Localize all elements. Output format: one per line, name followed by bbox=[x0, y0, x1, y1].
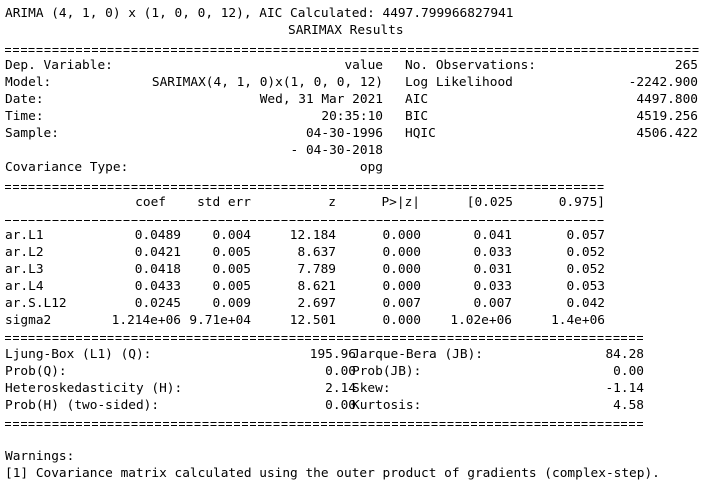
summary-label: Model: bbox=[5, 75, 52, 90]
column-header: [0.025 bbox=[466, 195, 513, 210]
summary-value: opg bbox=[359, 160, 383, 175]
diag-label: Skew: bbox=[352, 381, 391, 396]
summary-value: Wed, 31 Mar 2021 bbox=[259, 92, 383, 107]
cell: 0.000 bbox=[382, 313, 421, 328]
cell: 0.053 bbox=[566, 279, 605, 294]
cell: 0.009 bbox=[212, 296, 251, 311]
cell: 0.0245 bbox=[134, 296, 181, 311]
diag-value: -1.14 bbox=[605, 381, 644, 396]
stat-label: BIC bbox=[405, 109, 429, 124]
cell: 0.000 bbox=[382, 245, 421, 260]
cell: 8.621 bbox=[297, 279, 336, 294]
cell: 0.033 bbox=[473, 279, 512, 294]
summary-label: Time: bbox=[5, 109, 44, 124]
cell: 0.041 bbox=[473, 228, 512, 243]
header-line: ARIMA (4, 1, 0) x (1, 0, 0, 12), AIC Cal… bbox=[5, 6, 514, 21]
summary-label: Dep. Variable: bbox=[5, 58, 113, 73]
cell: 0.007 bbox=[382, 296, 421, 311]
summary-value: - 04-30-2018 bbox=[290, 143, 383, 158]
diag-value: 4.58 bbox=[613, 398, 644, 413]
cell: 7.789 bbox=[297, 262, 336, 277]
summary-value: value bbox=[344, 58, 383, 73]
row-name: ar.L2 bbox=[5, 245, 44, 260]
cell: 0.042 bbox=[566, 296, 605, 311]
diag-label: Ljung-Box (L1) (Q): bbox=[5, 347, 152, 362]
stat-value: 265 bbox=[674, 58, 698, 73]
row-name: sigma2 bbox=[5, 313, 52, 328]
cell: 0.0489 bbox=[134, 228, 181, 243]
diag-label: Prob(H) (two-sided): bbox=[5, 398, 160, 413]
diag-label: Heteroskedasticity (H): bbox=[5, 381, 183, 396]
cell: 1.4e+06 bbox=[551, 313, 605, 328]
cell: 0.033 bbox=[473, 245, 512, 260]
stat-label: HQIC bbox=[405, 126, 436, 141]
diag-value: 195.96 bbox=[309, 347, 356, 362]
cell: 0.031 bbox=[473, 262, 512, 277]
cell: 1.02e+06 bbox=[450, 313, 512, 328]
diag-value: 0.00 bbox=[325, 364, 356, 379]
column-header: P>|z| bbox=[381, 195, 420, 210]
cell: 12.184 bbox=[289, 228, 336, 243]
stat-label: AIC bbox=[405, 92, 429, 107]
cell: 0.005 bbox=[212, 262, 251, 277]
row-name: ar.L3 bbox=[5, 262, 44, 277]
cell: 0.004 bbox=[212, 228, 251, 243]
summary-value: 20:35:10 bbox=[321, 109, 383, 124]
row-name: ar.S.L12 bbox=[5, 296, 67, 311]
column-header: z bbox=[328, 195, 336, 210]
warning: [1] Covariance matrix calculated using t… bbox=[5, 466, 660, 481]
diag-value: 84.28 bbox=[605, 347, 644, 362]
cell: 0.005 bbox=[212, 279, 251, 294]
cell: 0.0433 bbox=[134, 279, 181, 294]
summary-value: SARIMAX(4, 1, 0)x(1, 0, 0, 12) bbox=[151, 75, 383, 90]
diag-value: 0.00 bbox=[613, 364, 644, 379]
cell: 0.057 bbox=[566, 228, 605, 243]
summary-label: Covariance Type: bbox=[5, 160, 129, 175]
rule bbox=[5, 185, 605, 189]
warnings-title: Warnings: bbox=[5, 449, 75, 464]
diag-label: Prob(Q): bbox=[5, 364, 67, 379]
cell: 0.052 bbox=[566, 245, 605, 260]
column-header: std err bbox=[197, 195, 251, 210]
column-header: coef bbox=[135, 195, 166, 210]
diag-label: Kurtosis: bbox=[352, 398, 422, 413]
cell: 12.501 bbox=[289, 313, 336, 328]
stat-label: No. Observations: bbox=[405, 58, 536, 73]
diag-label: Jarque-Bera (JB): bbox=[352, 347, 483, 362]
rule bbox=[5, 336, 645, 340]
cell: 2.697 bbox=[297, 296, 336, 311]
diag-value: 2.14 bbox=[325, 381, 356, 396]
rule bbox=[5, 422, 645, 426]
cell: 0.0418 bbox=[134, 262, 181, 277]
rule bbox=[5, 48, 700, 52]
cell: 9.71e+04 bbox=[189, 313, 251, 328]
cell: 0.000 bbox=[382, 228, 421, 243]
summary-label: Sample: bbox=[5, 126, 59, 141]
row-name: ar.L1 bbox=[5, 228, 44, 243]
cell: 0.000 bbox=[382, 279, 421, 294]
summary-label: Date: bbox=[5, 92, 44, 107]
cell: 0.0421 bbox=[134, 245, 181, 260]
stat-value: 4506.422 bbox=[636, 126, 698, 141]
stat-value: 4519.256 bbox=[636, 109, 698, 124]
summary-value: 04-30-1996 bbox=[305, 126, 383, 141]
stat-label: Log Likelihood bbox=[405, 75, 513, 90]
cell: 0.000 bbox=[382, 262, 421, 277]
cell: 0.005 bbox=[212, 245, 251, 260]
cell: 0.052 bbox=[566, 262, 605, 277]
stat-value: -2242.900 bbox=[628, 75, 698, 90]
column-header: 0.975] bbox=[558, 195, 605, 210]
row-name: ar.L4 bbox=[5, 279, 44, 294]
cell: 0.007 bbox=[473, 296, 512, 311]
cell: 8.637 bbox=[297, 245, 336, 260]
diag-value: 0.00 bbox=[325, 398, 356, 413]
rule bbox=[5, 220, 605, 221]
diag-label: Prob(JB): bbox=[352, 364, 422, 379]
header-title: SARIMAX Results bbox=[288, 23, 404, 38]
stat-value: 4497.800 bbox=[636, 92, 698, 107]
cell: 1.214e+06 bbox=[111, 313, 181, 328]
